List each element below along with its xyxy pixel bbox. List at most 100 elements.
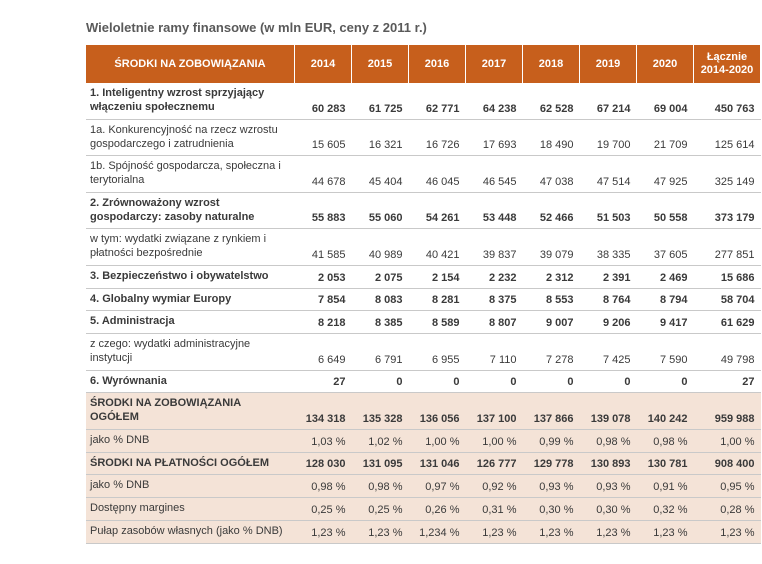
row-value: 0,98 %: [580, 429, 637, 452]
row-value: 8 385: [352, 311, 409, 334]
row-value: 55 883: [295, 192, 352, 229]
row-value: 40 421: [409, 229, 466, 266]
row-value: 1,23 %: [580, 520, 637, 543]
row-value: 137 866: [523, 393, 580, 430]
col-header-2017: 2017: [466, 45, 523, 83]
row-value: 0: [409, 370, 466, 393]
table-row: jako % DNB0,98 %0,98 %0,97 %0,92 %0,93 %…: [86, 475, 761, 498]
col-header-2019: 2019: [580, 45, 637, 83]
row-value: 60 283: [295, 83, 352, 119]
row-value: 8 083: [352, 288, 409, 311]
row-value: 959 988: [694, 393, 761, 430]
table-row: jako % DNB1,03 %1,02 %1,00 %1,00 %0,99 %…: [86, 429, 761, 452]
row-value: 1,23 %: [523, 520, 580, 543]
row-value: 45 404: [352, 156, 409, 193]
row-value: 67 214: [580, 83, 637, 119]
row-value: 0,32 %: [637, 498, 694, 521]
row-value: 128 030: [295, 452, 352, 475]
row-value: 40 989: [352, 229, 409, 266]
table-row: 1a. Konkurencyjność na rzecz wzrostu gos…: [86, 119, 761, 156]
row-label: w tym: wydatki związane z rynkiem i płat…: [86, 229, 295, 266]
row-value: 130 893: [580, 452, 637, 475]
row-value: 1,23 %: [694, 520, 761, 543]
row-value: 46 045: [409, 156, 466, 193]
row-value: 7 590: [637, 334, 694, 371]
row-value: 0,98 %: [352, 475, 409, 498]
row-value: 0,25 %: [352, 498, 409, 521]
row-value: 0,28 %: [694, 498, 761, 521]
row-value: 41 585: [295, 229, 352, 266]
row-value: 39 079: [523, 229, 580, 266]
row-value: 6 955: [409, 334, 466, 371]
row-value: 131 095: [352, 452, 409, 475]
row-value: 37 605: [637, 229, 694, 266]
financial-framework-table: ŚRODKI NA ZOBOWIĄZANIA 2014 2015 2016 20…: [86, 45, 761, 544]
row-value: 44 678: [295, 156, 352, 193]
row-value: 1,23 %: [637, 520, 694, 543]
row-label: ŚRODKI NA PŁATNOŚCI OGÓŁEM: [86, 452, 295, 475]
row-value: 49 798: [694, 334, 761, 371]
row-value: 50 558: [637, 192, 694, 229]
row-label: 2. Zrównoważony wzrost gospodarczy: zaso…: [86, 192, 295, 229]
row-value: 58 704: [694, 288, 761, 311]
col-header-total: Łącznie 2014-2020: [694, 45, 761, 83]
row-value: 2 075: [352, 265, 409, 288]
col-header-label: ŚRODKI NA ZOBOWIĄZANIA: [86, 45, 295, 83]
table-header-row: ŚRODKI NA ZOBOWIĄZANIA 2014 2015 2016 20…: [86, 45, 761, 83]
row-value: 0,25 %: [295, 498, 352, 521]
row-value: 125 614: [694, 119, 761, 156]
table-row: Pułap zasobów własnych (jako % DNB)1,23 …: [86, 520, 761, 543]
row-value: 21 709: [637, 119, 694, 156]
row-value: 9 417: [637, 311, 694, 334]
row-value: 18 490: [523, 119, 580, 156]
row-label: jako % DNB: [86, 429, 295, 452]
page-container: Wieloletnie ramy finansowe (w mln EUR, c…: [0, 0, 762, 564]
row-value: 1,23 %: [295, 520, 352, 543]
row-label: Pułap zasobów własnych (jako % DNB): [86, 520, 295, 543]
row-value: 908 400: [694, 452, 761, 475]
row-value: 8 281: [409, 288, 466, 311]
col-header-2016: 2016: [409, 45, 466, 83]
col-header-2015: 2015: [352, 45, 409, 83]
row-value: 54 261: [409, 192, 466, 229]
row-value: 0,97 %: [409, 475, 466, 498]
row-value: 16 726: [409, 119, 466, 156]
col-header-2020: 2020: [637, 45, 694, 83]
row-value: 17 693: [466, 119, 523, 156]
row-value: 61 725: [352, 83, 409, 119]
row-value: 8 794: [637, 288, 694, 311]
table-row: 1b. Spójność gospodarcza, społeczna i te…: [86, 156, 761, 193]
row-value: 139 078: [580, 393, 637, 430]
row-value: 47 038: [523, 156, 580, 193]
row-value: 2 154: [409, 265, 466, 288]
row-value: 0,93 %: [580, 475, 637, 498]
table-row: ŚRODKI NA ZOBOWIĄZANIA OGÓŁEM134 318135 …: [86, 393, 761, 430]
row-value: 39 837: [466, 229, 523, 266]
row-value: 0,26 %: [409, 498, 466, 521]
row-value: 8 375: [466, 288, 523, 311]
row-value: 69 004: [637, 83, 694, 119]
table-row: 2. Zrównoważony wzrost gospodarczy: zaso…: [86, 192, 761, 229]
table-row: 6. Wyrównania2700000027: [86, 370, 761, 393]
table-row: 5. Administracja8 2188 3858 5898 8079 00…: [86, 311, 761, 334]
row-label: 6. Wyrównania: [86, 370, 295, 393]
row-value: 0: [637, 370, 694, 393]
table-body: 1. Inteligentny wzrost sprzyjający włącz…: [86, 83, 761, 543]
table-row: w tym: wydatki związane z rynkiem i płat…: [86, 229, 761, 266]
row-value: 0: [523, 370, 580, 393]
row-value: 325 149: [694, 156, 761, 193]
row-value: 7 110: [466, 334, 523, 371]
row-value: 126 777: [466, 452, 523, 475]
row-value: 1,02 %: [352, 429, 409, 452]
row-value: 277 851: [694, 229, 761, 266]
table-row: ŚRODKI NA PŁATNOŚCI OGÓŁEM128 030131 095…: [86, 452, 761, 475]
row-label: 3. Bezpieczeństwo i obywatelstwo: [86, 265, 295, 288]
row-value: 15 605: [295, 119, 352, 156]
table-row: 1. Inteligentny wzrost sprzyjający włącz…: [86, 83, 761, 119]
row-value: 8 553: [523, 288, 580, 311]
row-value: 7 854: [295, 288, 352, 311]
table-row: z czego: wydatki administracyjne instytu…: [86, 334, 761, 371]
row-value: 2 391: [580, 265, 637, 288]
row-value: 8 589: [409, 311, 466, 334]
row-value: 55 060: [352, 192, 409, 229]
